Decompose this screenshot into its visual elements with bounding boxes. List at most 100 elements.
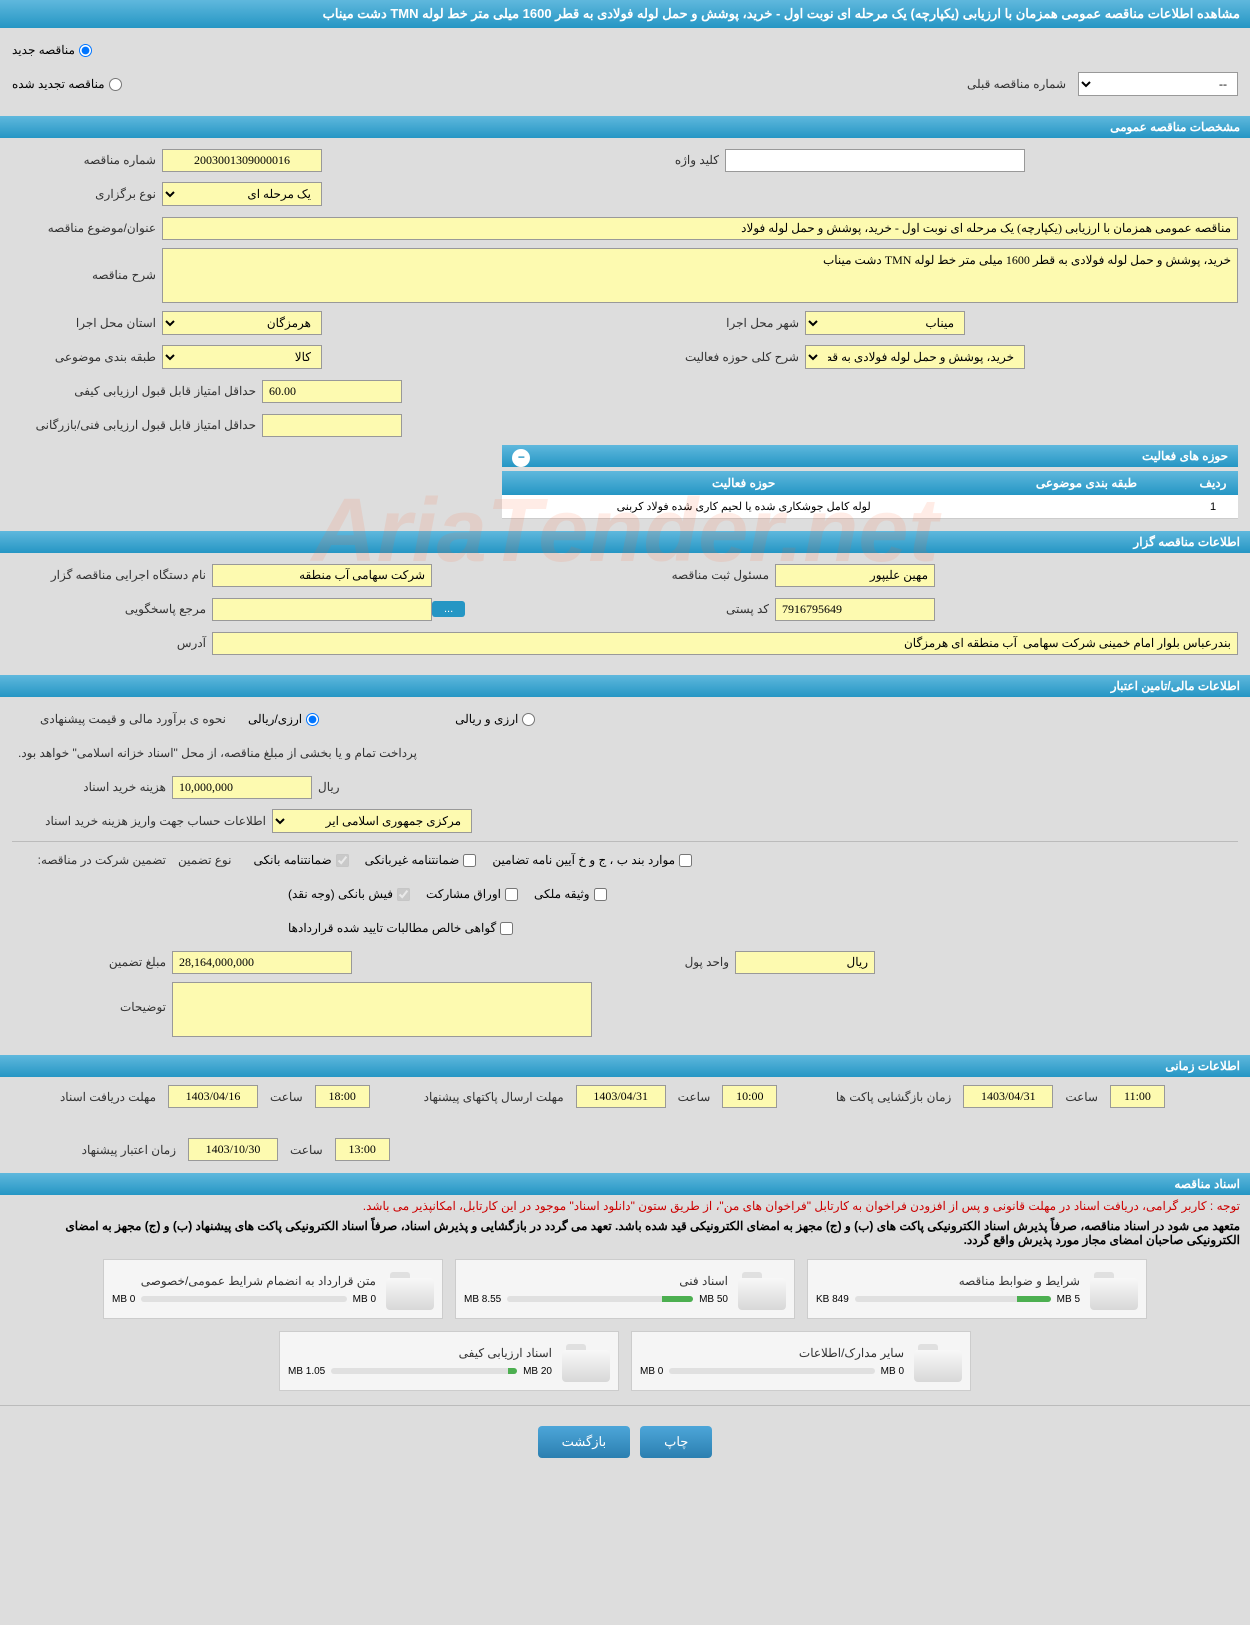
progress-bar bbox=[669, 1368, 874, 1374]
doc-deadline-time: 18:00 bbox=[315, 1085, 370, 1108]
print-button[interactable]: چاپ bbox=[640, 1426, 712, 1458]
currency-value: ریال bbox=[735, 951, 875, 974]
g5-check[interactable]: اوراق مشارکت bbox=[426, 887, 518, 901]
file-used: 0 MB bbox=[640, 1366, 663, 1377]
collapse-icon[interactable]: − bbox=[512, 449, 530, 467]
prev-num-select[interactable]: -- bbox=[1078, 72, 1238, 96]
folder-icon bbox=[738, 1268, 786, 1310]
type-select[interactable]: یک مرحله ای bbox=[162, 182, 322, 206]
tender-num-value: 2003001309000016 bbox=[162, 149, 322, 172]
cell-activity: لوله کامل جوشکاری شده یا لحیم کاری شده ف… bbox=[502, 495, 985, 519]
file-title: اسناد فنی bbox=[464, 1274, 728, 1288]
min-tech-input[interactable] bbox=[262, 414, 402, 437]
address-label: آدرس bbox=[12, 636, 212, 650]
notes-label: توضیحات bbox=[12, 982, 172, 1014]
file-box[interactable]: اسناد فنی 50 MB 8.55 MB bbox=[455, 1259, 795, 1319]
contact-label: مرجع پاسخگویی bbox=[12, 602, 212, 616]
file-title: اسناد ارزیابی کیفی bbox=[288, 1346, 552, 1360]
folder-icon bbox=[562, 1340, 610, 1382]
notes-textarea[interactable] bbox=[172, 982, 592, 1037]
province-label: استان محل اجرا bbox=[12, 316, 162, 330]
doc-cost-label: هزینه خرید اسناد bbox=[12, 780, 172, 794]
doc-cost-value: 10,000,000 bbox=[172, 776, 312, 799]
file-title: متن قرارداد به انضمام شرایط عمومی/خصوصی bbox=[112, 1274, 376, 1288]
g3-check[interactable]: موارد بند ب ، ج و خ آیین نامه تضامین bbox=[492, 853, 692, 867]
city-label: شهر محل اجرا bbox=[635, 316, 805, 330]
progress-bar bbox=[855, 1296, 1051, 1302]
category-select[interactable]: کالا bbox=[162, 345, 322, 369]
min-qual-input[interactable] bbox=[262, 380, 402, 403]
opt-rial-radio[interactable] bbox=[306, 713, 319, 726]
currency-label: واحد پول bbox=[635, 955, 735, 969]
subject-label: عنوان/موضوع مناقصه bbox=[12, 221, 162, 235]
file-used: 1.05 MB bbox=[288, 1366, 325, 1377]
file-total: 50 MB bbox=[699, 1294, 728, 1305]
progress-bar bbox=[507, 1296, 693, 1302]
min-tech-label: حداقل امتیاز قابل قبول ارزیابی فنی/بازرگ… bbox=[12, 418, 262, 432]
subject-input[interactable] bbox=[162, 217, 1238, 240]
file-used: 0 MB bbox=[112, 1294, 135, 1305]
province-select[interactable]: هرمزگان bbox=[162, 311, 322, 335]
postal-value: 7916795649 bbox=[775, 598, 935, 621]
col-activity: حوزه فعالیت bbox=[502, 471, 985, 495]
g7-check[interactable]: گواهی خالص مطالبات تایید شده قراردادها bbox=[288, 921, 513, 935]
file-total: 5 MB bbox=[1057, 1294, 1080, 1305]
cell-category bbox=[985, 495, 1188, 519]
file-box[interactable]: شرایط و ضوابط مناقصه 5 MB 849 KB bbox=[807, 1259, 1147, 1319]
status-renewed-option[interactable]: مناقصه تجدید شده bbox=[12, 77, 122, 91]
keyword-input[interactable] bbox=[725, 149, 1025, 172]
city-select[interactable]: میناب bbox=[805, 311, 965, 335]
section-documents-header: اسناد مناقصه bbox=[0, 1173, 1250, 1195]
contact-more-button[interactable]: ... bbox=[432, 601, 465, 617]
prev-num-label: شماره مناقصه قبلی bbox=[961, 77, 1072, 91]
validity-time: 13:00 bbox=[335, 1138, 390, 1161]
financial-form: نحوه ی برآورد مالی و قیمت پیشنهادی ارزی/… bbox=[0, 697, 1250, 1051]
contact-input[interactable] bbox=[212, 598, 432, 621]
status-new-option[interactable]: مناقصه جدید bbox=[12, 43, 92, 57]
account-label: اطلاعات حساب جهت واریز هزینه خرید اسناد bbox=[12, 814, 272, 828]
section-financial-header: اطلاعات مالی/تامین اعتبار bbox=[0, 675, 1250, 697]
doc-deadline-date: 1403/04/16 bbox=[168, 1085, 258, 1108]
status-renewed-radio[interactable] bbox=[109, 78, 122, 91]
file-box[interactable]: متن قرارداد به انضمام شرایط عمومی/خصوصی … bbox=[103, 1259, 443, 1319]
progress-bar bbox=[141, 1296, 346, 1302]
responsible-value: مهین عليپور bbox=[775, 564, 935, 587]
opening-label: زمان بازگشایی پاکت ها bbox=[807, 1090, 957, 1104]
folder-icon bbox=[914, 1340, 962, 1382]
opening-date: 1403/04/31 bbox=[963, 1085, 1053, 1108]
activity-subheader: حوزه های فعالیت − bbox=[502, 445, 1238, 467]
general-form: شماره مناقصه 2003001309000016 نوع برگزار… bbox=[0, 138, 1250, 527]
opt-currency[interactable]: ارزی و ریالی bbox=[455, 712, 535, 726]
doc-note1: توجه : کاربر گرامی، دریافت اسناد در مهلت… bbox=[0, 1195, 1250, 1217]
guarantee-amount-label: مبلغ تضمین bbox=[12, 955, 172, 969]
address-input[interactable] bbox=[212, 632, 1238, 655]
activity-table: ردیف طبقه بندی موضوعی حوزه فعالیت 1 لوله… bbox=[502, 471, 1238, 519]
g1-check[interactable]: ضمانتنامه بانکی bbox=[253, 853, 348, 867]
activity-area-select[interactable]: خرید، پوشش و حمل لوله فولادی به قطر 1600… bbox=[805, 345, 1025, 369]
payment-note: پرداخت تمام و یا بخشی از مبلغ مناقصه، از… bbox=[12, 746, 423, 760]
folder-icon bbox=[1090, 1268, 1138, 1310]
org-label: نام دستگاه اجرایی مناقصه گزار bbox=[12, 568, 212, 582]
progress-bar bbox=[331, 1368, 517, 1374]
file-title: شرایط و ضوابط مناقصه bbox=[816, 1274, 1080, 1288]
opt-rial[interactable]: ارزی/ریالی bbox=[248, 712, 319, 726]
files-area: شرایط و ضوابط مناقصه 5 MB 849 KB اسناد ف… bbox=[0, 1249, 1250, 1401]
file-box[interactable]: اسناد ارزیابی کیفی 20 MB 1.05 MB bbox=[279, 1331, 619, 1391]
desc-textarea[interactable] bbox=[162, 248, 1238, 303]
opt-currency-radio[interactable] bbox=[522, 713, 535, 726]
g6-check[interactable]: وثیقه ملکی bbox=[534, 887, 607, 901]
folder-icon bbox=[386, 1268, 434, 1310]
file-title: سایر مدارک/اطلاعات bbox=[640, 1346, 904, 1360]
g4-check[interactable]: فیش بانکی (وجه نقد) bbox=[288, 887, 410, 901]
account-select[interactable]: مرکزی جمهوری اسلامی ایر bbox=[272, 809, 472, 833]
file-box[interactable]: سایر مدارک/اطلاعات 0 MB 0 MB bbox=[631, 1331, 971, 1391]
page-root: AriaTender.net مشاهده اطلاعات مناقصه عمو… bbox=[0, 0, 1250, 1474]
responsible-label: مسئول ثبت مناقصه bbox=[635, 568, 775, 582]
g2-check[interactable]: ضمانتنامه غیربانکی bbox=[365, 853, 477, 867]
status-new-label: مناقصه جدید bbox=[12, 43, 75, 57]
desc-label: شرح مناقصه bbox=[12, 248, 162, 282]
status-row: مناقصه جدید مناقصه تجدید شده شماره مناقص… bbox=[0, 28, 1250, 112]
back-button[interactable]: بازگشت bbox=[538, 1426, 630, 1458]
guarantee-type-label: نوع تضمین bbox=[172, 853, 237, 867]
status-new-radio[interactable] bbox=[79, 44, 92, 57]
